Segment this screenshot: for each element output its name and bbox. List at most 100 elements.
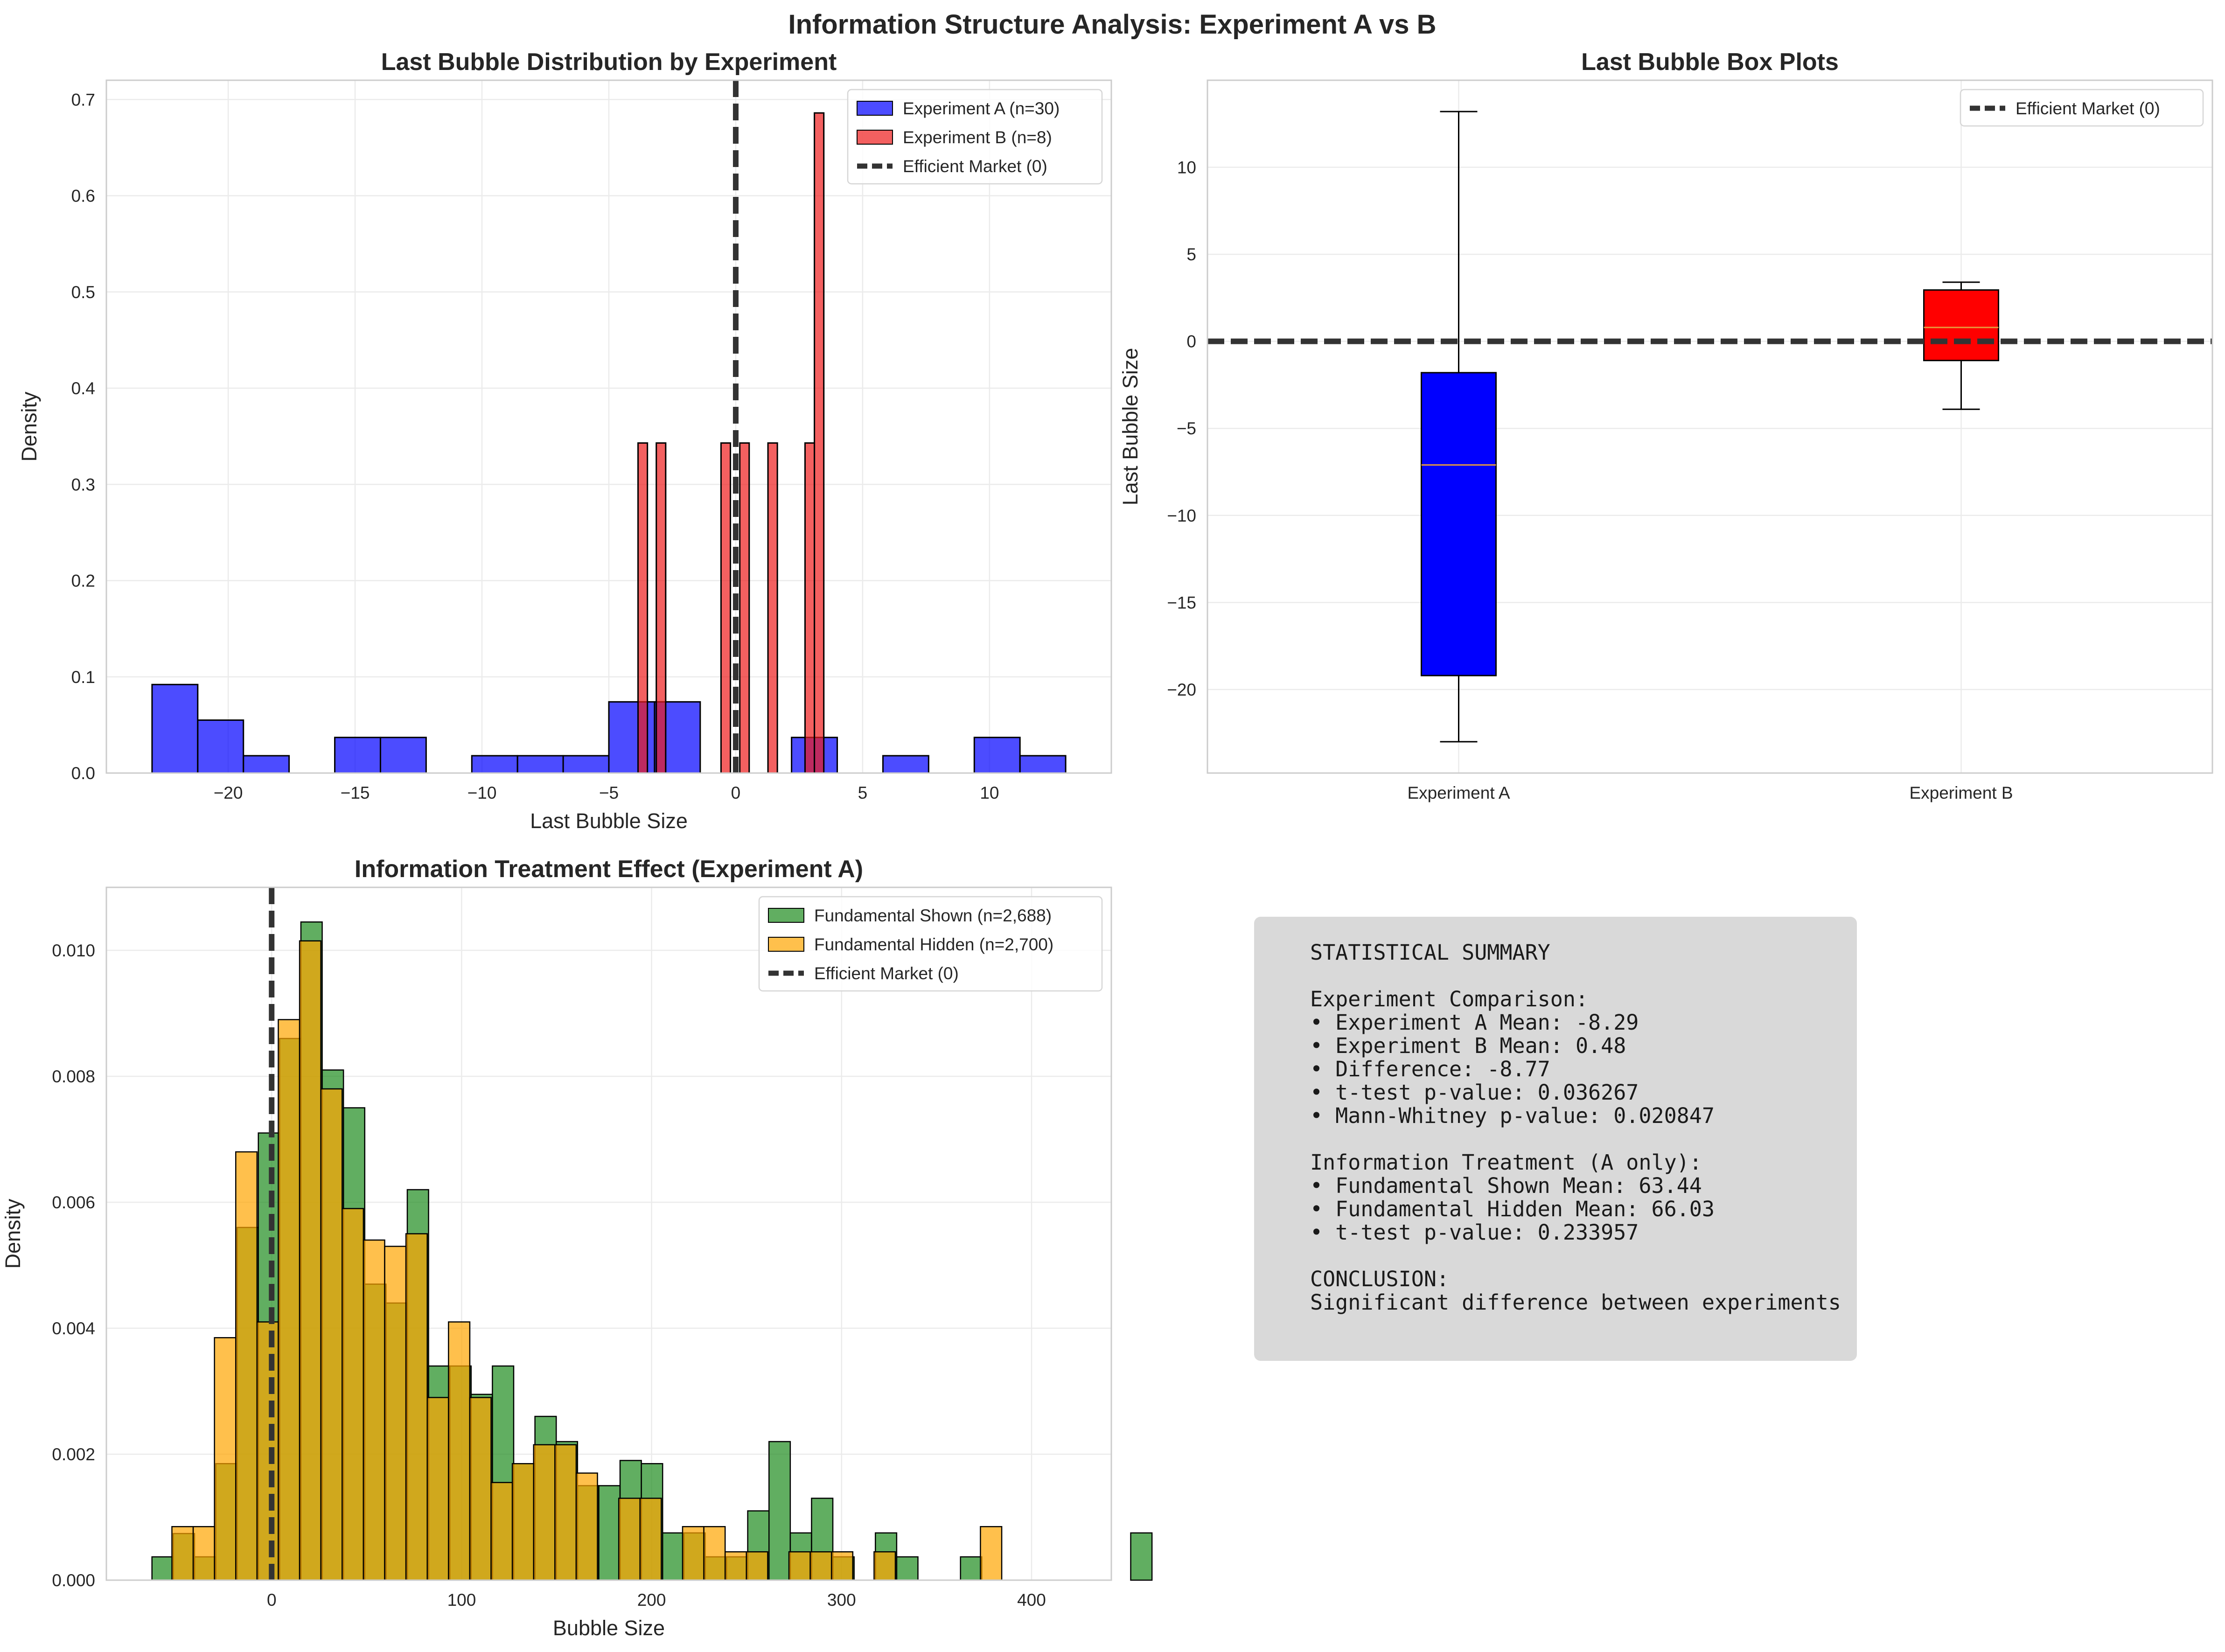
- histogram-bar: [533, 1444, 556, 1581]
- x-axis-label: Last Bubble Size: [530, 809, 688, 833]
- summary-line: [1310, 964, 1857, 988]
- legend-label: Efficient Market (0): [814, 964, 959, 983]
- figure-title: Information Structure Analysis: Experime…: [788, 9, 1436, 40]
- histogram-bar: [814, 112, 825, 774]
- y-tick-label: 0.2: [71, 572, 95, 591]
- summary-line: • t-test p-value: 0.036267: [1310, 1080, 1639, 1105]
- y-axis-label: Last Bubble Size: [1118, 348, 1142, 506]
- histogram-bar: [960, 1556, 983, 1581]
- panel-title: Last Bubble Distribution by Experiment: [381, 49, 837, 76]
- histogram-bar: [235, 1151, 258, 1581]
- histogram-treatment-panel: 0 100 200 300 400 0.000 0.002 0.004 0.006 0.008 0.…: [1, 856, 1153, 1640]
- panel-title: Information Treatment Effect (Experiment…: [355, 856, 863, 883]
- histogram-bar: [980, 1526, 1003, 1581]
- legend-box: [1960, 89, 2204, 127]
- summary-line: • t-test p-value: 0.233957: [1310, 1220, 1639, 1245]
- histogram-bar: [299, 940, 321, 1581]
- histogram-bar: [448, 1321, 471, 1581]
- histogram-bar: [405, 1233, 428, 1581]
- histogram-bar: [720, 442, 732, 774]
- histogram-bar: [703, 1526, 726, 1581]
- histogram-bar: [896, 1556, 919, 1581]
- axes-frame: [105, 886, 1112, 1581]
- histogram-bar: [192, 1526, 215, 1581]
- histogram-bar: [363, 1239, 385, 1581]
- box-iqr: [1421, 372, 1497, 676]
- histogram-bar: [656, 442, 667, 774]
- histogram-bar: [151, 683, 199, 774]
- legend-label: Fundamental Hidden (n=2,700): [814, 935, 1053, 954]
- histogram-bar: [469, 1397, 492, 1581]
- histogram-bar: [471, 755, 518, 774]
- histogram-bar: [682, 1526, 704, 1581]
- y-tick-label: 10: [1177, 158, 1196, 177]
- histogram-bar: [426, 1397, 449, 1581]
- x-tick-label: 0: [267, 1590, 277, 1610]
- histogram-bar: [598, 1485, 621, 1581]
- y-tick-label: 0.000: [52, 1571, 95, 1590]
- x-tick-label: 200: [637, 1590, 666, 1610]
- histogram-bar: [809, 1551, 832, 1581]
- x-tick-label: 400: [1017, 1590, 1046, 1610]
- histogram-bar: [334, 737, 381, 774]
- histogram-bar: [804, 442, 816, 774]
- x-tick-label: 10: [980, 783, 999, 802]
- y-tick-label: 5: [1186, 245, 1196, 264]
- summary-line: STATISTICAL SUMMARY: [1310, 940, 1550, 965]
- summary-line: • Mann-Whitney p-value: 0.020847: [1310, 1103, 1715, 1128]
- summary-line: Information Treatment (A only):: [1310, 1150, 1702, 1175]
- legend-swatch: [857, 130, 893, 145]
- histogram-bar: [243, 755, 290, 774]
- legend-label: Efficient Market (0): [903, 157, 1047, 176]
- y-tick-label: 0.002: [52, 1445, 95, 1464]
- legend-box: [758, 896, 1103, 992]
- summary-line: Experiment Comparison:: [1310, 987, 1589, 1011]
- y-tick-label: 0.6: [71, 187, 95, 206]
- histogram-bar: [342, 1208, 364, 1581]
- x-tick-label: 300: [827, 1590, 856, 1610]
- y-tick-label: 0: [1186, 332, 1196, 351]
- y-tick-label: 0.7: [71, 90, 95, 109]
- summary-line: Significant difference between experimen…: [1310, 1290, 1841, 1315]
- histogram-bar: [724, 1551, 747, 1581]
- histogram-bar: [882, 755, 929, 774]
- y-axis-label: Density: [1, 1199, 25, 1269]
- summary-line: [1310, 1128, 1857, 1151]
- histogram-bar: [739, 442, 750, 774]
- x-axis-label: Bubble Size: [553, 1616, 665, 1640]
- y-tick-label: 0.3: [71, 475, 95, 494]
- legend-label: Efficient Market (0): [2016, 99, 2160, 118]
- summary-line: • Experiment B Mean: 0.48: [1310, 1033, 1626, 1058]
- histogram-bar: [379, 737, 427, 774]
- histogram-bar: [554, 1444, 577, 1581]
- histogram-bar: [516, 755, 564, 774]
- histogram-bar: [768, 1441, 791, 1581]
- y-tick-label: −10: [1167, 506, 1196, 525]
- statistical-summary-box: STATISTICAL SUMMARY Experiment Comparison…: [1254, 917, 1857, 1361]
- histogram-bar: [171, 1526, 194, 1581]
- histogram-last-bubble-panel: −20 −15 −10 −5 0 5 10 0.0 0.1 0.2 0.3 0.4 0.5 0.6 0.7 L…: [17, 49, 1112, 833]
- histogram-bar: [511, 1463, 535, 1581]
- legend-label: Experiment A (n=30): [903, 99, 1060, 118]
- histogram-bar: [490, 1482, 513, 1581]
- x-category-label: Experiment B: [1909, 783, 2013, 802]
- x-category-label: Experiment A: [1407, 783, 1510, 802]
- x-tick-label: −10: [467, 783, 497, 802]
- histogram-bar: [637, 442, 649, 774]
- histogram-bar: [746, 1551, 768, 1581]
- summary-line: CONCLUSION:: [1310, 1267, 1450, 1291]
- histogram-bar: [320, 1088, 343, 1581]
- histogram-bar: [639, 1498, 662, 1581]
- y-tick-label: 0.5: [71, 283, 95, 302]
- x-tick-label: 100: [447, 1590, 476, 1610]
- y-tick-label: 0.010: [52, 941, 95, 960]
- histogram-bar: [767, 442, 778, 774]
- x-tick-label: −5: [599, 783, 619, 802]
- summary-line: • Experiment A Mean: -8.29: [1310, 1010, 1639, 1035]
- y-tick-label: 0.0: [71, 764, 95, 783]
- legend-swatch: [768, 937, 804, 952]
- y-tick-label: −20: [1167, 680, 1196, 699]
- histogram-bar: [151, 1556, 174, 1581]
- histogram-bar: [1130, 1532, 1153, 1581]
